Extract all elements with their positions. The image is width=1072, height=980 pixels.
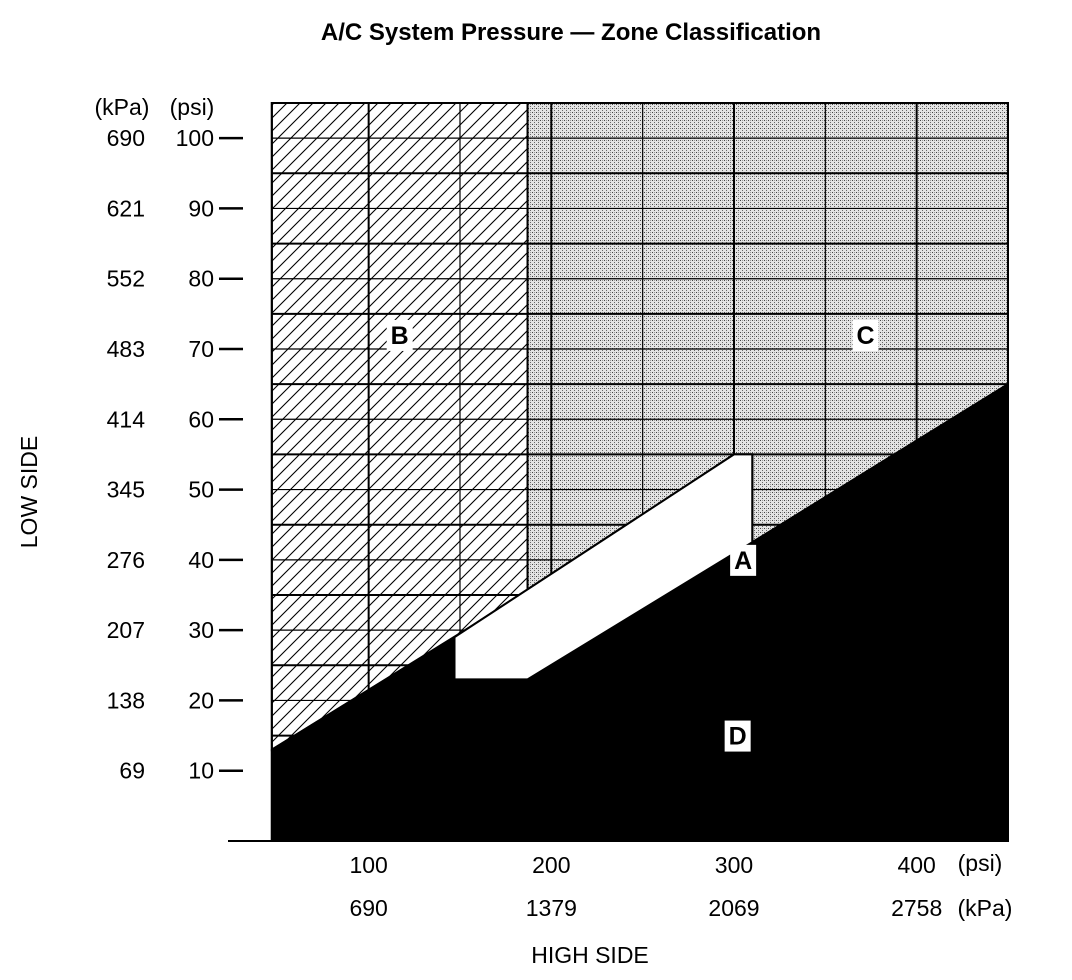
y-unit-kpa: (kPa) bbox=[95, 94, 150, 120]
x-tick-label-kpa: 1379 bbox=[526, 895, 577, 921]
x-tick-label-psi: 300 bbox=[715, 852, 753, 878]
zone-c-label-bg bbox=[852, 319, 879, 351]
y-tick-label-psi: 70 bbox=[188, 336, 214, 362]
x-tick-label-kpa: 690 bbox=[349, 895, 387, 921]
zone-a-label: A bbox=[734, 547, 752, 575]
grid-layer bbox=[270, 102, 1009, 842]
x-tick-label-kpa: 2069 bbox=[708, 895, 759, 921]
zone-d-label: D bbox=[729, 723, 747, 751]
y-tick-label-kpa: 345 bbox=[107, 477, 145, 503]
x-tick-label-psi: 400 bbox=[897, 852, 935, 878]
label-layer: A B C D bbox=[386, 319, 879, 752]
y-tick-label-psi: 50 bbox=[188, 477, 214, 503]
zone-b-label: B bbox=[391, 322, 409, 350]
chart-title: A/C System Pressure — Zone Classificatio… bbox=[321, 19, 821, 46]
y-tick-label-kpa: 138 bbox=[107, 687, 145, 713]
x-tick-label-kpa: 2758 bbox=[891, 895, 942, 921]
y-tick-label-psi: 30 bbox=[188, 617, 214, 643]
y-tick-label-kpa: 414 bbox=[107, 406, 146, 432]
x-tick-label-psi: 100 bbox=[349, 852, 387, 878]
zone-b-label-bg bbox=[386, 319, 413, 351]
x-tick-label-psi: 200 bbox=[532, 852, 570, 878]
zone-a-label-bg bbox=[730, 544, 757, 576]
y-tick-label-kpa: 207 bbox=[107, 617, 145, 643]
y-tick-label-kpa: 69 bbox=[119, 758, 145, 784]
y-tick-label-psi: 80 bbox=[188, 266, 214, 292]
zone-d-label-bg bbox=[724, 720, 751, 752]
y-tick-label-psi: 40 bbox=[188, 547, 214, 573]
y-axis-title: LOW SIDE bbox=[16, 436, 42, 548]
y-tick-label-kpa: 621 bbox=[107, 195, 145, 221]
y-tick-label-psi: 100 bbox=[176, 125, 214, 151]
x-unit-psi: (psi) bbox=[958, 850, 1003, 876]
y-tick-label-psi: 90 bbox=[188, 195, 214, 221]
y-tick-label-psi: 20 bbox=[188, 687, 214, 713]
axis-layer: 10 69 20 138 30 207 40 276 50 345 60 414 70 483 80 552 9… bbox=[107, 125, 1008, 921]
y-tick-label-psi: 10 bbox=[188, 758, 214, 784]
x-axis-title: HIGH SIDE bbox=[531, 942, 649, 968]
x-unit-kpa: (kPa) bbox=[958, 895, 1013, 921]
y-tick-label-kpa: 552 bbox=[107, 266, 145, 292]
zone-a-overlay bbox=[453, 453, 754, 681]
y-tick-label-kpa: 690 bbox=[107, 125, 145, 151]
zone-c-label: C bbox=[856, 322, 874, 350]
y-tick-label-psi: 60 bbox=[188, 406, 214, 432]
y-tick-label-kpa: 483 bbox=[107, 336, 145, 362]
y-unit-psi: (psi) bbox=[170, 94, 215, 120]
y-tick-label-kpa: 276 bbox=[107, 547, 145, 573]
